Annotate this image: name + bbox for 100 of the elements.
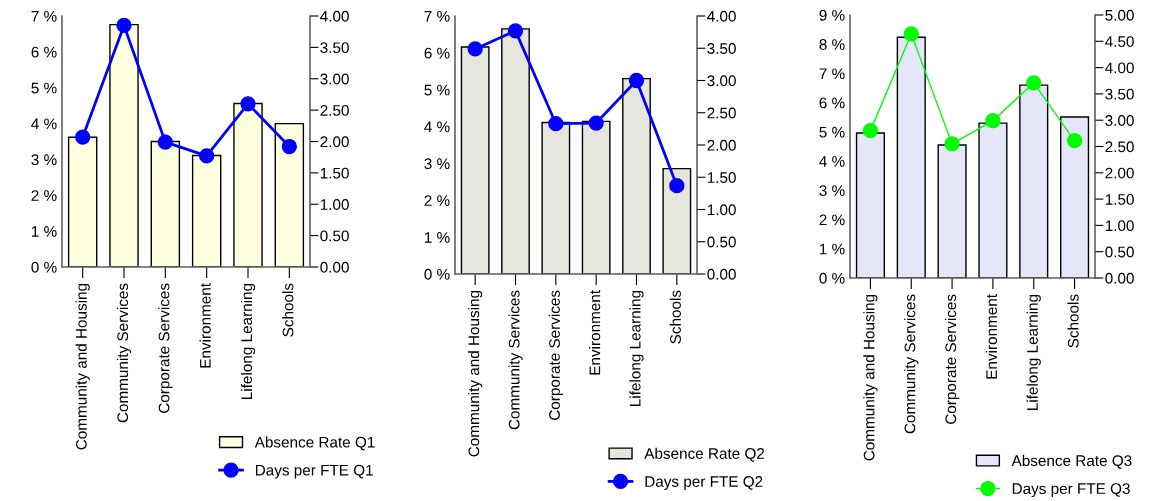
point	[903, 26, 919, 42]
legend-label: Absence Rate Q3	[1011, 454, 1132, 469]
bar	[191, 154, 222, 267]
y2-tick-label: 0.00	[707, 268, 736, 280]
y2-tick-label: 1.50	[320, 167, 349, 179]
x-tick-label: Community and Housing	[863, 294, 878, 461]
y-tick-label: 9 %	[819, 9, 845, 21]
point	[862, 123, 879, 139]
point	[281, 138, 297, 155]
bar	[150, 140, 181, 267]
y-tick-label: 3 %	[819, 185, 845, 197]
legend-label: Absence Rate Q2	[644, 447, 765, 462]
bar	[896, 36, 926, 278]
bar	[541, 121, 571, 274]
x-tick-label: Environment	[199, 283, 211, 368]
point	[199, 148, 215, 164]
bar	[1019, 84, 1049, 278]
legend-label: Days per FTE Q1	[255, 464, 373, 479]
y-tick-label: 4 %	[819, 156, 845, 167]
y-tick-label: 6 %	[31, 46, 57, 58]
y2-tick-label: 2.50	[1105, 141, 1134, 153]
point	[628, 72, 645, 89]
x-tick-label: Corporate Services	[944, 294, 960, 424]
x-tick-label: Environment	[589, 290, 601, 375]
y2-tick-label: 2.00	[1105, 167, 1134, 179]
y2-tick-label: 0.50	[320, 230, 349, 242]
legend-label: Days per FTE Q3	[1012, 483, 1130, 498]
y2-tick-label: 4.50	[1105, 36, 1134, 47]
y-tick-label: 1 %	[31, 226, 57, 237]
x-tick-label: Community and Housing	[75, 283, 90, 450]
y-tick-label: 1 %	[819, 243, 845, 255]
point	[588, 115, 604, 131]
x-tick-label: Community Services	[904, 294, 919, 434]
y2-tick-label: 1.00	[707, 204, 736, 216]
x-tick-label: Community and Housing	[468, 290, 483, 457]
y-tick-label: 0 %	[819, 272, 845, 284]
y-tick-label: 3 %	[424, 158, 450, 170]
y-tick-label: 8 %	[819, 39, 845, 50]
y2-tick-label: 4.00	[320, 10, 349, 22]
y-tick-label: 0 %	[31, 261, 57, 273]
y-tick-label: 1 %	[424, 232, 450, 243]
y-tick-label: 6 %	[424, 47, 450, 59]
y2-tick-label: 1.00	[1105, 220, 1134, 232]
y2-tick-label: 4.00	[707, 10, 736, 22]
bar	[1060, 116, 1090, 278]
x-tick-label: Schools	[282, 283, 294, 337]
y-tick-label: 2 %	[31, 190, 57, 201]
y2-tick-label: 5.00	[1105, 9, 1134, 21]
y2-tick-label: 2.50	[320, 104, 349, 116]
legend-label: Absence Rate Q1	[254, 436, 375, 451]
y-tick-label: 2 %	[424, 195, 450, 206]
x-tick-label: Community Services	[508, 290, 523, 430]
x-tick-label: Lifelong Learning	[629, 290, 644, 406]
point	[1066, 133, 1083, 149]
legend-label: Days per FTE Q2	[645, 476, 763, 490]
y2-tick-label: 4.00	[1105, 62, 1134, 74]
point	[669, 177, 685, 194]
y-tick-label: 5 %	[424, 84, 450, 96]
bar	[855, 132, 885, 278]
point	[507, 23, 524, 39]
point	[116, 17, 132, 34]
y2-tick-label: 0.00	[1105, 272, 1134, 284]
y-tick-label: 4 %	[424, 121, 450, 133]
bar	[274, 122, 305, 267]
point	[467, 41, 483, 57]
bar	[233, 102, 263, 267]
y-tick-label: 7 %	[31, 10, 57, 22]
bar	[501, 28, 530, 274]
y-tick-label: 3 %	[31, 154, 57, 166]
x-tick-label: Lifelong Learning	[1026, 294, 1041, 410]
y2-tick-label: 0.50	[1105, 246, 1134, 258]
y-tick-label: 7 %	[424, 10, 450, 22]
y2-tick-label: 3.00	[707, 75, 736, 87]
x-tick-label: Corporate Services	[158, 283, 173, 413]
y2-tick-label: 3.00	[320, 73, 349, 85]
bar	[662, 167, 692, 274]
x-tick-label: Schools	[1067, 294, 1079, 348]
y2-tick-label: 2.50	[707, 107, 736, 119]
x-tick-label: Lifelong Learning	[240, 283, 256, 399]
y-tick-label: 4 %	[31, 118, 57, 130]
x-tick-label: Community Services	[116, 283, 132, 423]
x-tick-label: Environment	[985, 294, 998, 379]
point	[548, 116, 564, 132]
bar	[67, 136, 98, 267]
point	[75, 129, 91, 145]
y-tick-label: 2 %	[819, 214, 845, 226]
y2-tick-label: 3.50	[707, 43, 736, 54]
point	[944, 136, 960, 152]
x-tick-label: Corporate Services	[548, 290, 563, 420]
y-tick-label: 5 %	[31, 82, 57, 94]
bar	[978, 122, 1008, 278]
x-tick-label: Schools	[669, 290, 681, 344]
bar	[109, 23, 139, 267]
y-tick-label: 5 %	[819, 126, 845, 138]
y2-tick-label: 0.50	[707, 236, 736, 248]
y2-tick-label: 2.00	[320, 136, 349, 148]
y2-tick-label: 1.00	[320, 199, 349, 210]
bar	[581, 120, 611, 274]
y2-tick-label: 3.50	[320, 42, 349, 54]
bar	[622, 77, 651, 274]
